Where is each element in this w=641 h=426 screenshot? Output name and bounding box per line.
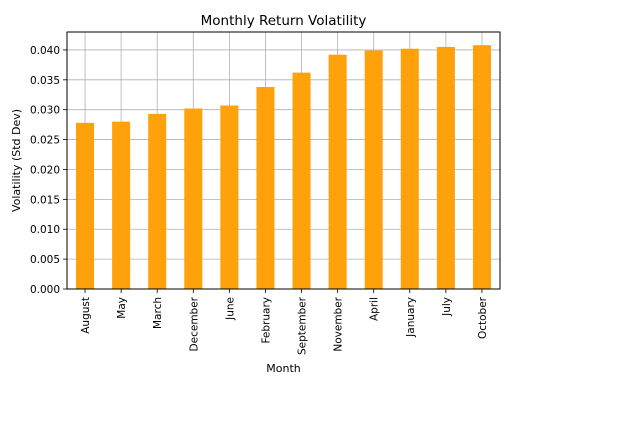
x-tick-label: June — [224, 297, 236, 321]
x-tick-label: January — [405, 297, 417, 338]
bar-june — [220, 105, 239, 290]
bar-august — [76, 122, 95, 289]
x-axis-ticks: August May March December June February Septem… — [80, 289, 489, 355]
x-tick-label: August — [80, 297, 92, 334]
x-tick-label: October — [477, 296, 489, 339]
y-axis-ticks: 0.000 0.005 0.010 0.015 0.020 0.025 0.030 0.035… — [30, 45, 67, 296]
x-tick-label: December — [188, 296, 200, 351]
x-tick-label: May — [116, 297, 128, 319]
bar-july — [436, 46, 455, 289]
y-tick-label: 0.040 — [30, 45, 60, 57]
x-tick-label: March — [152, 297, 164, 329]
bar-november — [328, 54, 347, 290]
x-tick-label: February — [260, 297, 272, 344]
bar-september — [292, 72, 311, 289]
x-tick-label: July — [441, 297, 453, 317]
x-tick-label: September — [297, 296, 309, 355]
bar-february — [256, 86, 275, 289]
chart-title: Monthly Return Volatility — [201, 13, 367, 29]
y-tick-label: 0.005 — [30, 254, 60, 266]
y-tick-label: 0.025 — [30, 135, 60, 147]
bar-december — [184, 108, 203, 290]
y-tick-label: 0.030 — [30, 105, 60, 117]
y-tick-label: 0.015 — [30, 194, 60, 206]
bar-october — [472, 45, 491, 290]
y-tick-label: 0.010 — [30, 224, 60, 236]
bar-march — [148, 113, 167, 289]
bar-april — [364, 50, 383, 289]
bar-layer — [76, 45, 491, 290]
x-axis-label: Month — [266, 362, 301, 375]
bar-may — [112, 121, 131, 290]
x-tick-label: November — [333, 296, 345, 351]
bar-january — [400, 48, 419, 290]
y-tick-label: 0.020 — [30, 164, 60, 176]
y-axis-label: Volatility (Std Dev) — [10, 109, 23, 212]
x-tick-label: April — [369, 297, 381, 321]
y-tick-label: 0.035 — [30, 75, 60, 87]
y-tick-label: 0.000 — [30, 284, 60, 296]
plot-frame — [66, 31, 501, 290]
